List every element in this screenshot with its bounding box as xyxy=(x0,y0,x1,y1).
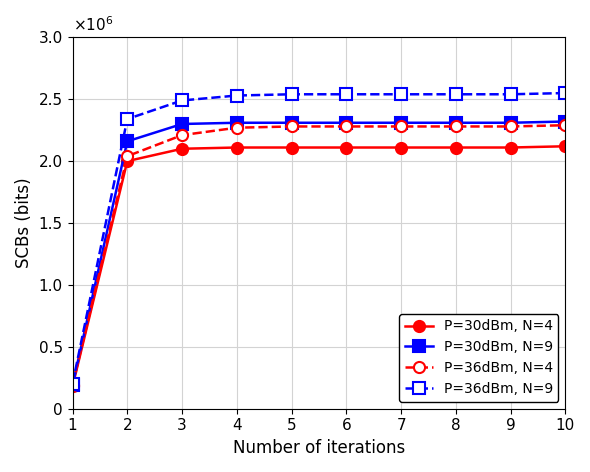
P=30dBm, N=4 xyxy=(69,384,76,389)
P=30dBm, N=9 xyxy=(179,121,186,127)
Legend: P=30dBm, N=4, P=30dBm, N=9, P=36dBm, N=4, P=36dBm, N=9: P=30dBm, N=4, P=30dBm, N=9, P=36dBm, N=4… xyxy=(399,314,558,402)
P=30dBm, N=4 xyxy=(343,145,350,151)
P=36dBm, N=4 xyxy=(343,124,350,129)
P=30dBm, N=4 xyxy=(233,145,240,151)
P=36dBm, N=4 xyxy=(124,153,131,159)
P=36dBm, N=4 xyxy=(288,124,295,129)
P=30dBm, N=9 xyxy=(507,120,514,126)
Line: P=30dBm, N=4: P=30dBm, N=4 xyxy=(67,141,571,392)
P=36dBm, N=9 xyxy=(562,90,569,96)
P=30dBm, N=9 xyxy=(562,118,569,124)
P=36dBm, N=4 xyxy=(233,125,240,131)
P=30dBm, N=9 xyxy=(288,120,295,126)
P=30dBm, N=4 xyxy=(507,145,514,151)
P=30dBm, N=4 xyxy=(288,145,295,151)
Line: P=36dBm, N=9: P=36dBm, N=9 xyxy=(67,87,571,389)
P=30dBm, N=9 xyxy=(398,120,405,126)
P=36dBm, N=4 xyxy=(179,132,186,138)
P=36dBm, N=9 xyxy=(453,92,460,97)
P=36dBm, N=9 xyxy=(507,92,514,97)
P=36dBm, N=9 xyxy=(288,92,295,97)
P=30dBm, N=4 xyxy=(179,146,186,152)
P=36dBm, N=9 xyxy=(343,92,350,97)
P=30dBm, N=9 xyxy=(69,382,76,388)
P=36dBm, N=4 xyxy=(69,382,76,388)
X-axis label: Number of iterations: Number of iterations xyxy=(233,439,405,457)
P=30dBm, N=9 xyxy=(233,120,240,126)
Text: $\times10^6$: $\times10^6$ xyxy=(73,15,113,34)
P=36dBm, N=4 xyxy=(453,124,460,129)
P=36dBm, N=4 xyxy=(398,124,405,129)
P=30dBm, N=4 xyxy=(124,158,131,164)
P=30dBm, N=9 xyxy=(124,138,131,144)
P=30dBm, N=9 xyxy=(453,120,460,126)
P=36dBm, N=9 xyxy=(69,381,76,387)
P=30dBm, N=4 xyxy=(562,143,569,149)
P=30dBm, N=9 xyxy=(343,120,350,126)
P=36dBm, N=9 xyxy=(179,98,186,103)
Line: P=36dBm, N=4: P=36dBm, N=4 xyxy=(67,120,571,391)
P=36dBm, N=9 xyxy=(233,93,240,98)
Y-axis label: SCBs (bits): SCBs (bits) xyxy=(15,178,33,269)
P=36dBm, N=9 xyxy=(124,116,131,122)
P=30dBm, N=4 xyxy=(398,145,405,151)
Line: P=30dBm, N=9: P=30dBm, N=9 xyxy=(67,116,571,391)
P=36dBm, N=4 xyxy=(507,124,514,129)
P=36dBm, N=4 xyxy=(562,122,569,128)
P=36dBm, N=9 xyxy=(398,92,405,97)
P=30dBm, N=4 xyxy=(453,145,460,151)
